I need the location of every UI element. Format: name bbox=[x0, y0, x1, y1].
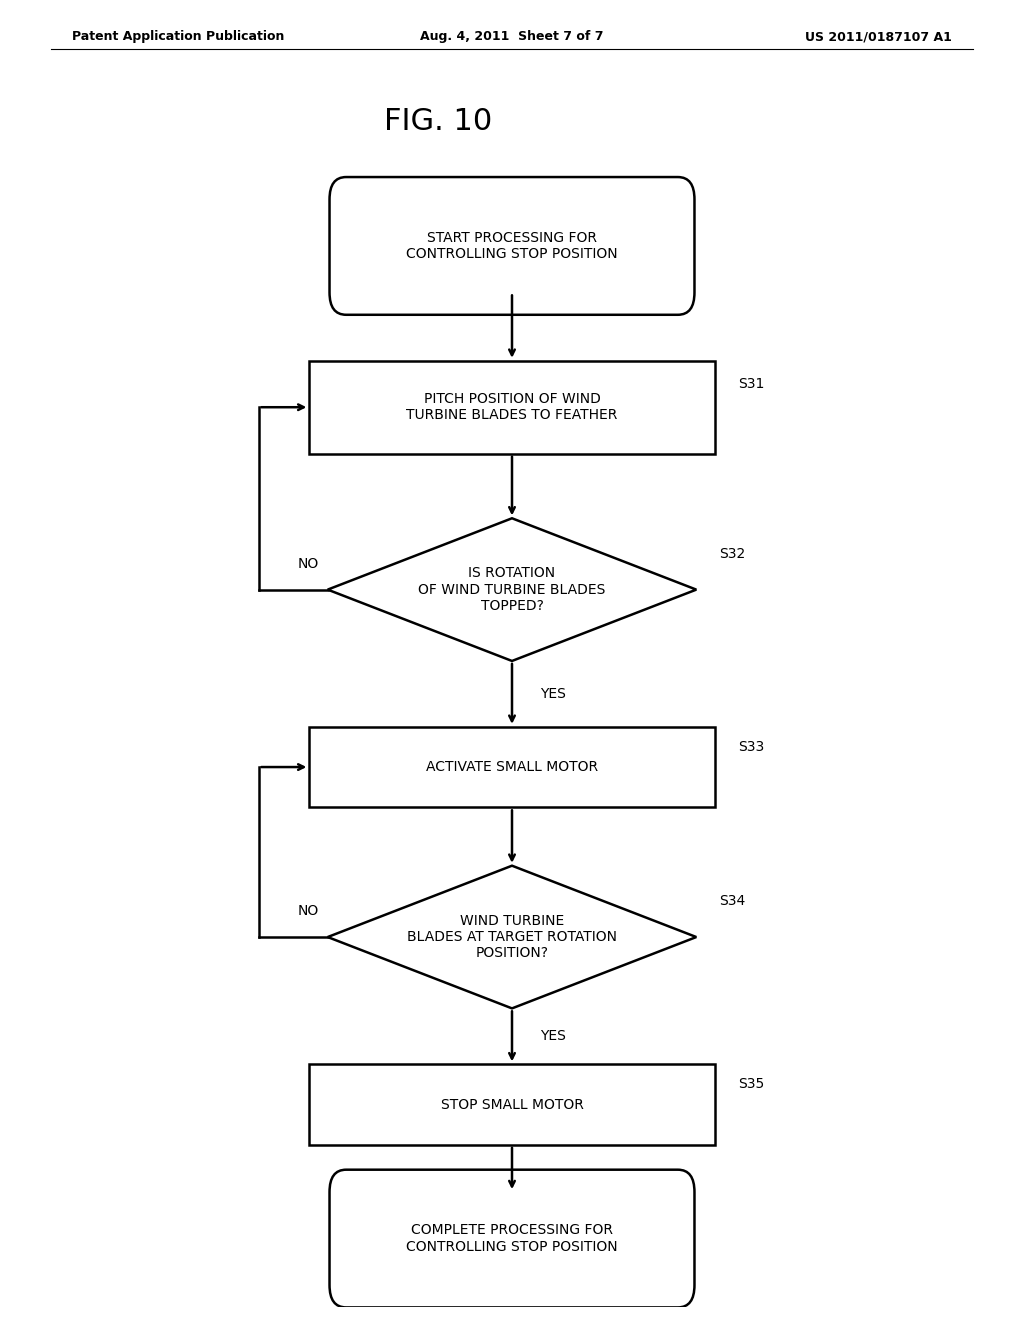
Text: Patent Application Publication: Patent Application Publication bbox=[72, 30, 284, 44]
Text: Aug. 4, 2011  Sheet 7 of 7: Aug. 4, 2011 Sheet 7 of 7 bbox=[420, 30, 604, 44]
Text: NO: NO bbox=[297, 904, 318, 919]
Text: STOP SMALL MOTOR: STOP SMALL MOTOR bbox=[440, 1097, 584, 1111]
Text: WIND TURBINE
BLADES AT TARGET ROTATION
POSITION?: WIND TURBINE BLADES AT TARGET ROTATION P… bbox=[407, 913, 617, 960]
FancyBboxPatch shape bbox=[330, 1170, 694, 1307]
Text: PITCH POSITION OF WIND
TURBINE BLADES TO FEATHER: PITCH POSITION OF WIND TURBINE BLADES TO… bbox=[407, 392, 617, 422]
Bar bbox=[309, 1064, 715, 1144]
Text: START PROCESSING FOR
CONTROLLING STOP POSITION: START PROCESSING FOR CONTROLLING STOP PO… bbox=[407, 231, 617, 261]
Text: NO: NO bbox=[297, 557, 318, 572]
Text: ACTIVATE SMALL MOTOR: ACTIVATE SMALL MOTOR bbox=[426, 760, 598, 774]
Text: S35: S35 bbox=[737, 1077, 764, 1092]
Text: IS ROTATION
OF WIND TURBINE BLADES
TOPPED?: IS ROTATION OF WIND TURBINE BLADES TOPPE… bbox=[419, 566, 605, 612]
Bar bbox=[309, 727, 715, 808]
Text: S31: S31 bbox=[737, 378, 764, 391]
Bar bbox=[309, 360, 715, 454]
Text: US 2011/0187107 A1: US 2011/0187107 A1 bbox=[806, 30, 952, 44]
Text: S32: S32 bbox=[719, 546, 745, 561]
Text: YES: YES bbox=[540, 1030, 565, 1043]
Text: COMPLETE PROCESSING FOR
CONTROLLING STOP POSITION: COMPLETE PROCESSING FOR CONTROLLING STOP… bbox=[407, 1224, 617, 1254]
FancyBboxPatch shape bbox=[330, 177, 694, 314]
Polygon shape bbox=[328, 866, 696, 1008]
Text: FIG. 10: FIG. 10 bbox=[384, 107, 493, 136]
Text: S34: S34 bbox=[719, 895, 745, 908]
Polygon shape bbox=[328, 519, 696, 661]
Text: S33: S33 bbox=[737, 741, 764, 754]
Text: YES: YES bbox=[540, 686, 565, 701]
